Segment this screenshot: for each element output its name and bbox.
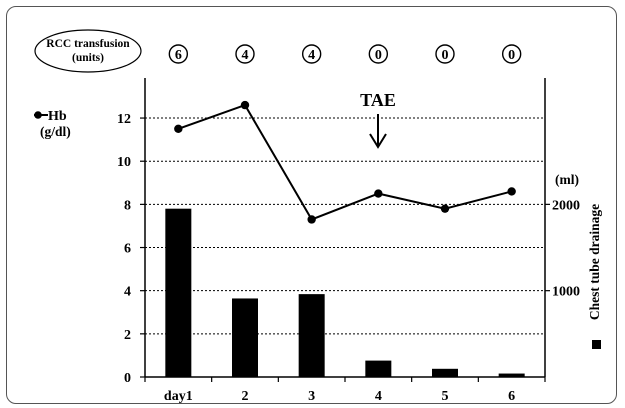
bar-drainage-3 bbox=[298, 294, 325, 377]
hb-line bbox=[177, 103, 512, 221]
bar-series bbox=[165, 208, 525, 377]
hb-point-5 bbox=[440, 204, 450, 213]
chart-frame bbox=[6, 6, 617, 404]
hb-point-2 bbox=[240, 100, 250, 110]
x-tick-label: day1 bbox=[164, 389, 193, 404]
left-tick-label: 8 bbox=[124, 198, 131, 213]
gridlines bbox=[145, 117, 545, 335]
rcc-value-circle bbox=[368, 44, 389, 64]
rcc-value-circle bbox=[435, 44, 455, 64]
x-tick-label: 3 bbox=[308, 389, 315, 404]
right-axis-unit: (ml) bbox=[555, 172, 579, 187]
rcc-value-circle bbox=[168, 44, 189, 64]
hb-point-1 bbox=[174, 124, 183, 134]
x-tick-label: 4 bbox=[375, 389, 382, 404]
rcc-value-3: 4 bbox=[308, 48, 315, 63]
x-tick-label: 6 bbox=[508, 389, 515, 404]
annotation-arrow bbox=[369, 114, 387, 149]
bar-drainage-5 bbox=[432, 368, 458, 377]
left-tick-label: 2 bbox=[124, 328, 131, 343]
rcc-value-4: 0 bbox=[375, 48, 382, 63]
bar-drainage-4 bbox=[365, 360, 392, 377]
left-axis-label-line1: Hb bbox=[48, 109, 67, 124]
bar-legend-marker bbox=[592, 340, 601, 349]
x-tick-label: 2 bbox=[242, 389, 249, 404]
hb-point-3 bbox=[307, 215, 316, 224]
right-tick-label: 1000 bbox=[552, 285, 580, 300]
left-tick-label: 6 bbox=[124, 242, 131, 257]
x-tick-labels: day1 2 3 4 5 6 bbox=[164, 389, 515, 404]
rcc-label-ellipse bbox=[34, 29, 142, 73]
left-tick-label: 0 bbox=[124, 371, 131, 386]
left-axis-label-line2: (g/dl) bbox=[40, 124, 71, 139]
rcc-value-6: 0 bbox=[508, 48, 515, 63]
rcc-value-2: 4 bbox=[242, 48, 249, 63]
axes: 0 2 4 6 8 10 12 1000 2000 bbox=[117, 78, 580, 386]
line-series bbox=[174, 100, 516, 224]
hb-point-4 bbox=[374, 189, 383, 198]
hb-point-6 bbox=[507, 187, 516, 196]
annotation-tae: TAE bbox=[360, 90, 396, 110]
left-tick-label: 12 bbox=[117, 112, 131, 127]
right-series-label: Chest tube drainage bbox=[587, 204, 602, 320]
bar-drainage-2 bbox=[232, 298, 258, 377]
labels: RCC transfusion (units) Hb (g/dl) (ml) C… bbox=[34, 29, 602, 349]
rcc-value-1: 6 bbox=[175, 48, 182, 63]
rcc-label-line1: RCC transfusion bbox=[46, 38, 130, 50]
rcc-values: 6 4 4 0 0 0 bbox=[168, 44, 522, 64]
left-tick-label: 10 bbox=[117, 155, 131, 170]
right-tick-label: 2000 bbox=[552, 198, 580, 213]
rcc-value-5: 0 bbox=[442, 48, 449, 63]
bar-drainage-1 bbox=[165, 208, 192, 377]
rcc-label-line2: (units) bbox=[72, 52, 104, 64]
rcc-value-circle bbox=[235, 44, 255, 64]
hb-legend-marker bbox=[34, 111, 48, 119]
rcc-value-circle bbox=[301, 44, 322, 64]
x-tick-label: 5 bbox=[442, 389, 449, 404]
left-tick-label: 4 bbox=[124, 285, 131, 300]
rcc-value-circle bbox=[501, 44, 522, 64]
bar-drainage-6 bbox=[498, 373, 525, 377]
